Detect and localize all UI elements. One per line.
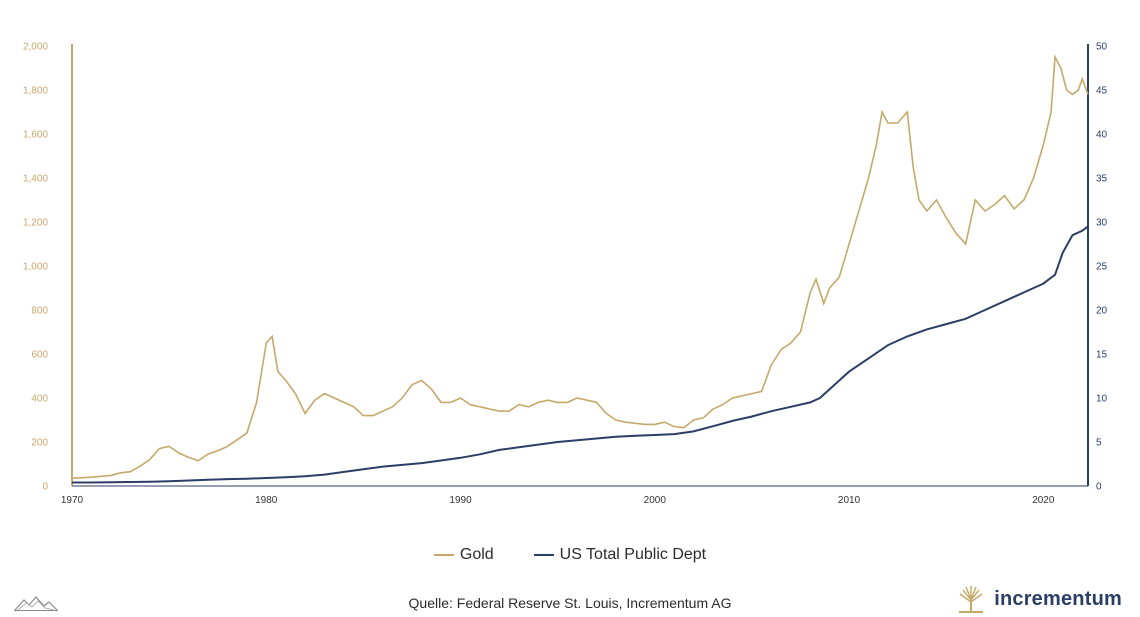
legend-swatch-gold xyxy=(433,554,454,556)
right-tick-label: 5 xyxy=(1096,438,1102,449)
right-tick-label: 25 xyxy=(1096,262,1108,273)
left-tick-label: 0 xyxy=(42,482,48,493)
right-tick-label: 50 xyxy=(1096,42,1108,53)
right-tick-label: 45 xyxy=(1096,86,1108,97)
right-tick-label: 10 xyxy=(1096,394,1108,405)
left-tick-label: 1,800 xyxy=(23,86,48,97)
legend-item-debt: US Total Public Dept xyxy=(533,546,707,564)
right-tick-label: 20 xyxy=(1096,306,1108,317)
right-tick-label: 40 xyxy=(1096,130,1108,141)
legend-label-gold: Gold xyxy=(459,546,494,563)
x-tick-label: 2020 xyxy=(1032,495,1055,506)
right-axis-tick-labels: 0 5 10 15 20 25 30 35 40 45 50 xyxy=(1096,42,1108,493)
series-line-us-total-public-dept xyxy=(72,225,1089,484)
left-tick-label: 200 xyxy=(31,438,48,449)
left-tick-label: 400 xyxy=(31,394,48,405)
left-tick-label: 1,600 xyxy=(23,130,48,141)
legend-label-debt: US Total Public Dept xyxy=(559,546,707,563)
left-tick-label: 2,000 xyxy=(23,42,48,53)
left-tick-label: 600 xyxy=(31,350,48,361)
right-tick-label: 30 xyxy=(1096,218,1108,229)
mountain-logo-icon xyxy=(14,594,58,617)
x-tick-label: 1980 xyxy=(255,495,278,506)
left-tick-label: 1,200 xyxy=(23,218,48,229)
dual-axis-line-chart: 02004006008001,0001,2001,4001,6001,8002,… xyxy=(23,42,1108,507)
brand-name: incrementum xyxy=(994,587,1122,610)
legend-item-gold: Gold xyxy=(433,546,494,564)
x-tick-label: 1970 xyxy=(61,495,84,506)
legend-swatch-debt xyxy=(533,554,554,556)
chart-legend: Gold US Total Public Dept xyxy=(0,546,1140,564)
right-tick-label: 15 xyxy=(1096,350,1108,361)
series-line-gold xyxy=(71,54,1089,480)
right-tick-label: 35 xyxy=(1096,174,1108,185)
x-tick-label: 1990 xyxy=(449,495,472,506)
x-axis-tick-labels: 1970 1980 1990 2000 2010 2020 xyxy=(61,495,1055,506)
left-axis-tick-labels: 0 200 400 600 800 1,000 1,200 1,400 1,600 1,800 2,… xyxy=(23,42,48,493)
incrementum-tree-icon xyxy=(956,584,987,614)
source-note: Quelle: Federal Reserve St. Louis, Incre… xyxy=(408,595,732,611)
x-tick-label: 2000 xyxy=(644,495,667,506)
incrementum-brand: incrementum xyxy=(956,584,1122,614)
x-tick-label: 2010 xyxy=(838,495,861,506)
right-tick-label: 0 xyxy=(1096,482,1102,493)
left-tick-label: 1,400 xyxy=(23,174,48,185)
left-tick-label: 1,000 xyxy=(23,262,48,273)
left-tick-label: 800 xyxy=(31,306,48,317)
